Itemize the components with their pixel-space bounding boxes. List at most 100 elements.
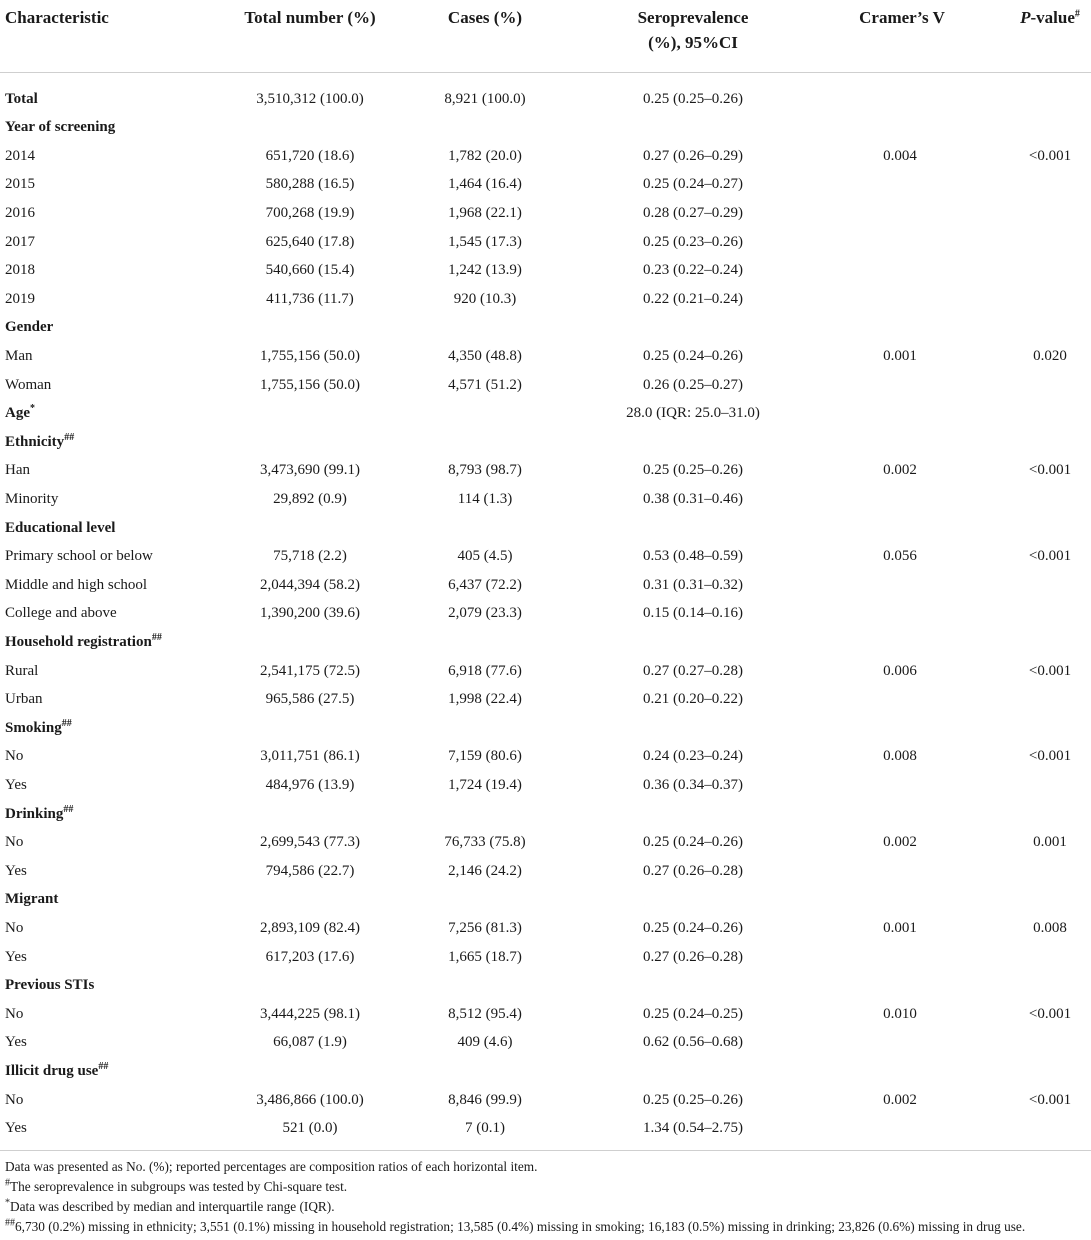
cases-cell: 1,968 (22.1) bbox=[448, 204, 522, 221]
total-number-cell: 3,444,225 (98.1) bbox=[260, 1005, 360, 1022]
row-label: No bbox=[5, 1091, 23, 1109]
table-row: Middle and high school 2,044,394 (58.2) 6,… bbox=[0, 568, 1091, 597]
seroprevalence-cell: 28.0 (IQR: 25.0–31.0) bbox=[626, 405, 760, 422]
footnote-text: 6,730 (0.2%) missing in ethnicity; 3,551… bbox=[15, 1219, 1026, 1234]
table-row: Yes 66,087 (1.9) 409 (4.6) 0.62 (0.56–0.68) bbox=[0, 1025, 1091, 1054]
row-label-text: Illicit drug use bbox=[5, 1062, 99, 1079]
footnote-mark: ## bbox=[151, 631, 162, 643]
cases-cell: 114 (1.3) bbox=[457, 490, 513, 507]
row-label: No bbox=[5, 1005, 23, 1023]
row-label: Minority bbox=[5, 490, 58, 508]
header-characteristic: Characteristic bbox=[5, 8, 109, 27]
table-row: College and above 1,390,200 (39.6) 2,079 (… bbox=[0, 596, 1091, 625]
p-value-cell: <0.001 bbox=[1028, 748, 1072, 765]
cases-cell: 6,918 (77.6) bbox=[448, 662, 522, 679]
footnote: #The seroprevalence in subgroups was tes… bbox=[0, 1177, 1091, 1197]
p-value-cell: <0.001 bbox=[1028, 548, 1072, 565]
cramers-v-cell: 0.002 bbox=[883, 462, 917, 479]
cases-cell: 6,437 (72.2) bbox=[448, 576, 522, 593]
row-label-text: No bbox=[5, 1091, 24, 1108]
section-label: Drinking## bbox=[5, 804, 73, 823]
total-number-cell: 521 (0.0) bbox=[282, 1120, 338, 1137]
row-label: 2016 bbox=[5, 204, 35, 222]
row-label-text: No bbox=[5, 919, 24, 936]
seroprevalence-cell: 0.21 (0.20–0.22) bbox=[643, 691, 743, 708]
row-label: 2014 bbox=[5, 147, 35, 165]
section-row: Previous STIs bbox=[0, 968, 1091, 997]
section-label: Total bbox=[5, 90, 38, 108]
row-label-text: Minority bbox=[5, 490, 59, 507]
row-label-text: Primary school or below bbox=[5, 548, 153, 565]
cases-cell: 1,665 (18.7) bbox=[448, 948, 522, 965]
row-label-text: Yes bbox=[5, 1120, 27, 1137]
footnote-mark: # bbox=[5, 1177, 10, 1189]
row-label: 2019 bbox=[5, 290, 35, 308]
total-number-cell: 484,976 (13.9) bbox=[265, 776, 355, 793]
section-label: Smoking## bbox=[5, 718, 72, 737]
table-row: Primary school or below 75,718 (2.2) 405 (… bbox=[0, 539, 1091, 568]
cases-cell: 7,256 (81.3) bbox=[448, 919, 522, 936]
row-label-text: Total bbox=[5, 90, 38, 107]
seroprevalence-cell: 0.25 (0.24–0.26) bbox=[643, 347, 743, 364]
footnote-mark: ## bbox=[98, 1060, 109, 1072]
row-label-text: Smoking bbox=[5, 719, 62, 736]
cases-cell: 2,146 (24.2) bbox=[448, 862, 522, 879]
cases-cell: 1,782 (20.0) bbox=[448, 147, 522, 164]
header-seroprevalence-line1: Seroprevalence bbox=[637, 8, 749, 27]
total-number-cell: 3,510,312 (100.0) bbox=[256, 90, 364, 107]
seroprevalence-cell: 0.25 (0.24–0.27) bbox=[643, 176, 743, 193]
seroprevalence-cell: 0.27 (0.26–0.28) bbox=[643, 862, 743, 879]
row-label-text: Gender bbox=[5, 319, 54, 336]
cases-cell: 8,921 (100.0) bbox=[444, 90, 526, 107]
total-number-cell: 3,473,690 (99.1) bbox=[260, 462, 360, 479]
cases-cell: 1,242 (13.9) bbox=[448, 262, 522, 279]
row-label: Yes bbox=[5, 862, 27, 880]
seroprevalence-cell: 0.22 (0.21–0.24) bbox=[643, 290, 743, 307]
section-label: Year of screening bbox=[5, 118, 115, 136]
row-label-text: Age bbox=[5, 405, 30, 422]
table-row: Han 3,473,690 (99.1) 8,793 (98.7) 0.25 (0.2… bbox=[0, 453, 1091, 482]
seroprevalence-cell: 0.38 (0.31–0.46) bbox=[643, 490, 743, 507]
seroprevalence-cell: 0.26 (0.25–0.27) bbox=[643, 376, 743, 393]
seroprevalence-cell: 0.53 (0.48–0.59) bbox=[643, 548, 743, 565]
seroprevalence-cell: 0.27 (0.26–0.28) bbox=[643, 948, 743, 965]
total-number-cell: 29,892 (0.9) bbox=[273, 490, 347, 507]
total-number-cell: 2,044,394 (58.2) bbox=[260, 576, 360, 593]
row-label: Woman bbox=[5, 376, 51, 394]
table-row: Yes 617,203 (17.6) 1,665 (18.7) 0.27 (0.26–… bbox=[0, 940, 1091, 969]
footnote: ##6,730 (0.2%) missing in ethnicity; 3,5… bbox=[0, 1217, 1091, 1237]
total-number-cell: 1,755,156 (50.0) bbox=[260, 347, 360, 364]
total-number-cell: 411,736 (11.7) bbox=[266, 290, 354, 307]
seroprevalence-cell: 0.27 (0.26–0.29) bbox=[643, 147, 743, 164]
row-label-text: 2017 bbox=[5, 233, 35, 250]
table-row: 2015 580,288 (16.5) 1,464 (16.4) 0.25 (0.24… bbox=[0, 167, 1091, 196]
row-label-text: 2014 bbox=[5, 147, 35, 164]
row-label-text: 2019 bbox=[5, 290, 35, 307]
table-row: Yes 794,586 (22.7) 2,146 (24.2) 0.27 (0.26–… bbox=[0, 854, 1091, 883]
seroprevalence-cell: 0.27 (0.27–0.28) bbox=[643, 662, 743, 679]
section-row: Household registration## bbox=[0, 625, 1091, 654]
row-label-text: 2016 bbox=[5, 204, 35, 221]
footnote: *Data was described by median and interq… bbox=[0, 1197, 1091, 1217]
cramers-v-cell: 0.002 bbox=[883, 1091, 917, 1108]
footnote-text: Data was described by median and interqu… bbox=[10, 1199, 335, 1214]
row-label-text: Ethnicity bbox=[5, 433, 65, 450]
cramers-v-cell: 0.008 bbox=[883, 748, 917, 765]
header-cramers-v: Cramer’s V bbox=[859, 8, 945, 27]
seroprevalence-cell: 0.25 (0.25–0.26) bbox=[643, 462, 743, 479]
total-number-cell: 1,755,156 (50.0) bbox=[260, 376, 360, 393]
cases-cell: 4,571 (51.2) bbox=[448, 376, 522, 393]
cases-cell: 2,079 (23.3) bbox=[448, 605, 522, 622]
row-label: College and above bbox=[5, 604, 117, 622]
row-label: 2015 bbox=[5, 175, 35, 193]
section-row: Age* 28.0 (IQR: 25.0–31.0) bbox=[0, 396, 1091, 425]
header-cases: Cases (%) bbox=[447, 8, 523, 27]
row-label-text: Middle and high school bbox=[5, 576, 148, 593]
seroprevalence-cell: 1.34 (0.54–2.75) bbox=[643, 1120, 743, 1137]
row-label-text: No bbox=[5, 748, 24, 765]
seroprevalence-cell: 0.25 (0.25–0.26) bbox=[643, 90, 743, 107]
cases-cell: 405 (4.5) bbox=[457, 548, 513, 565]
row-label: 2018 bbox=[5, 261, 35, 279]
header-p-rest: -value bbox=[1030, 8, 1075, 27]
footnote-text: Data was presented as No. (%); reported … bbox=[5, 1159, 538, 1174]
